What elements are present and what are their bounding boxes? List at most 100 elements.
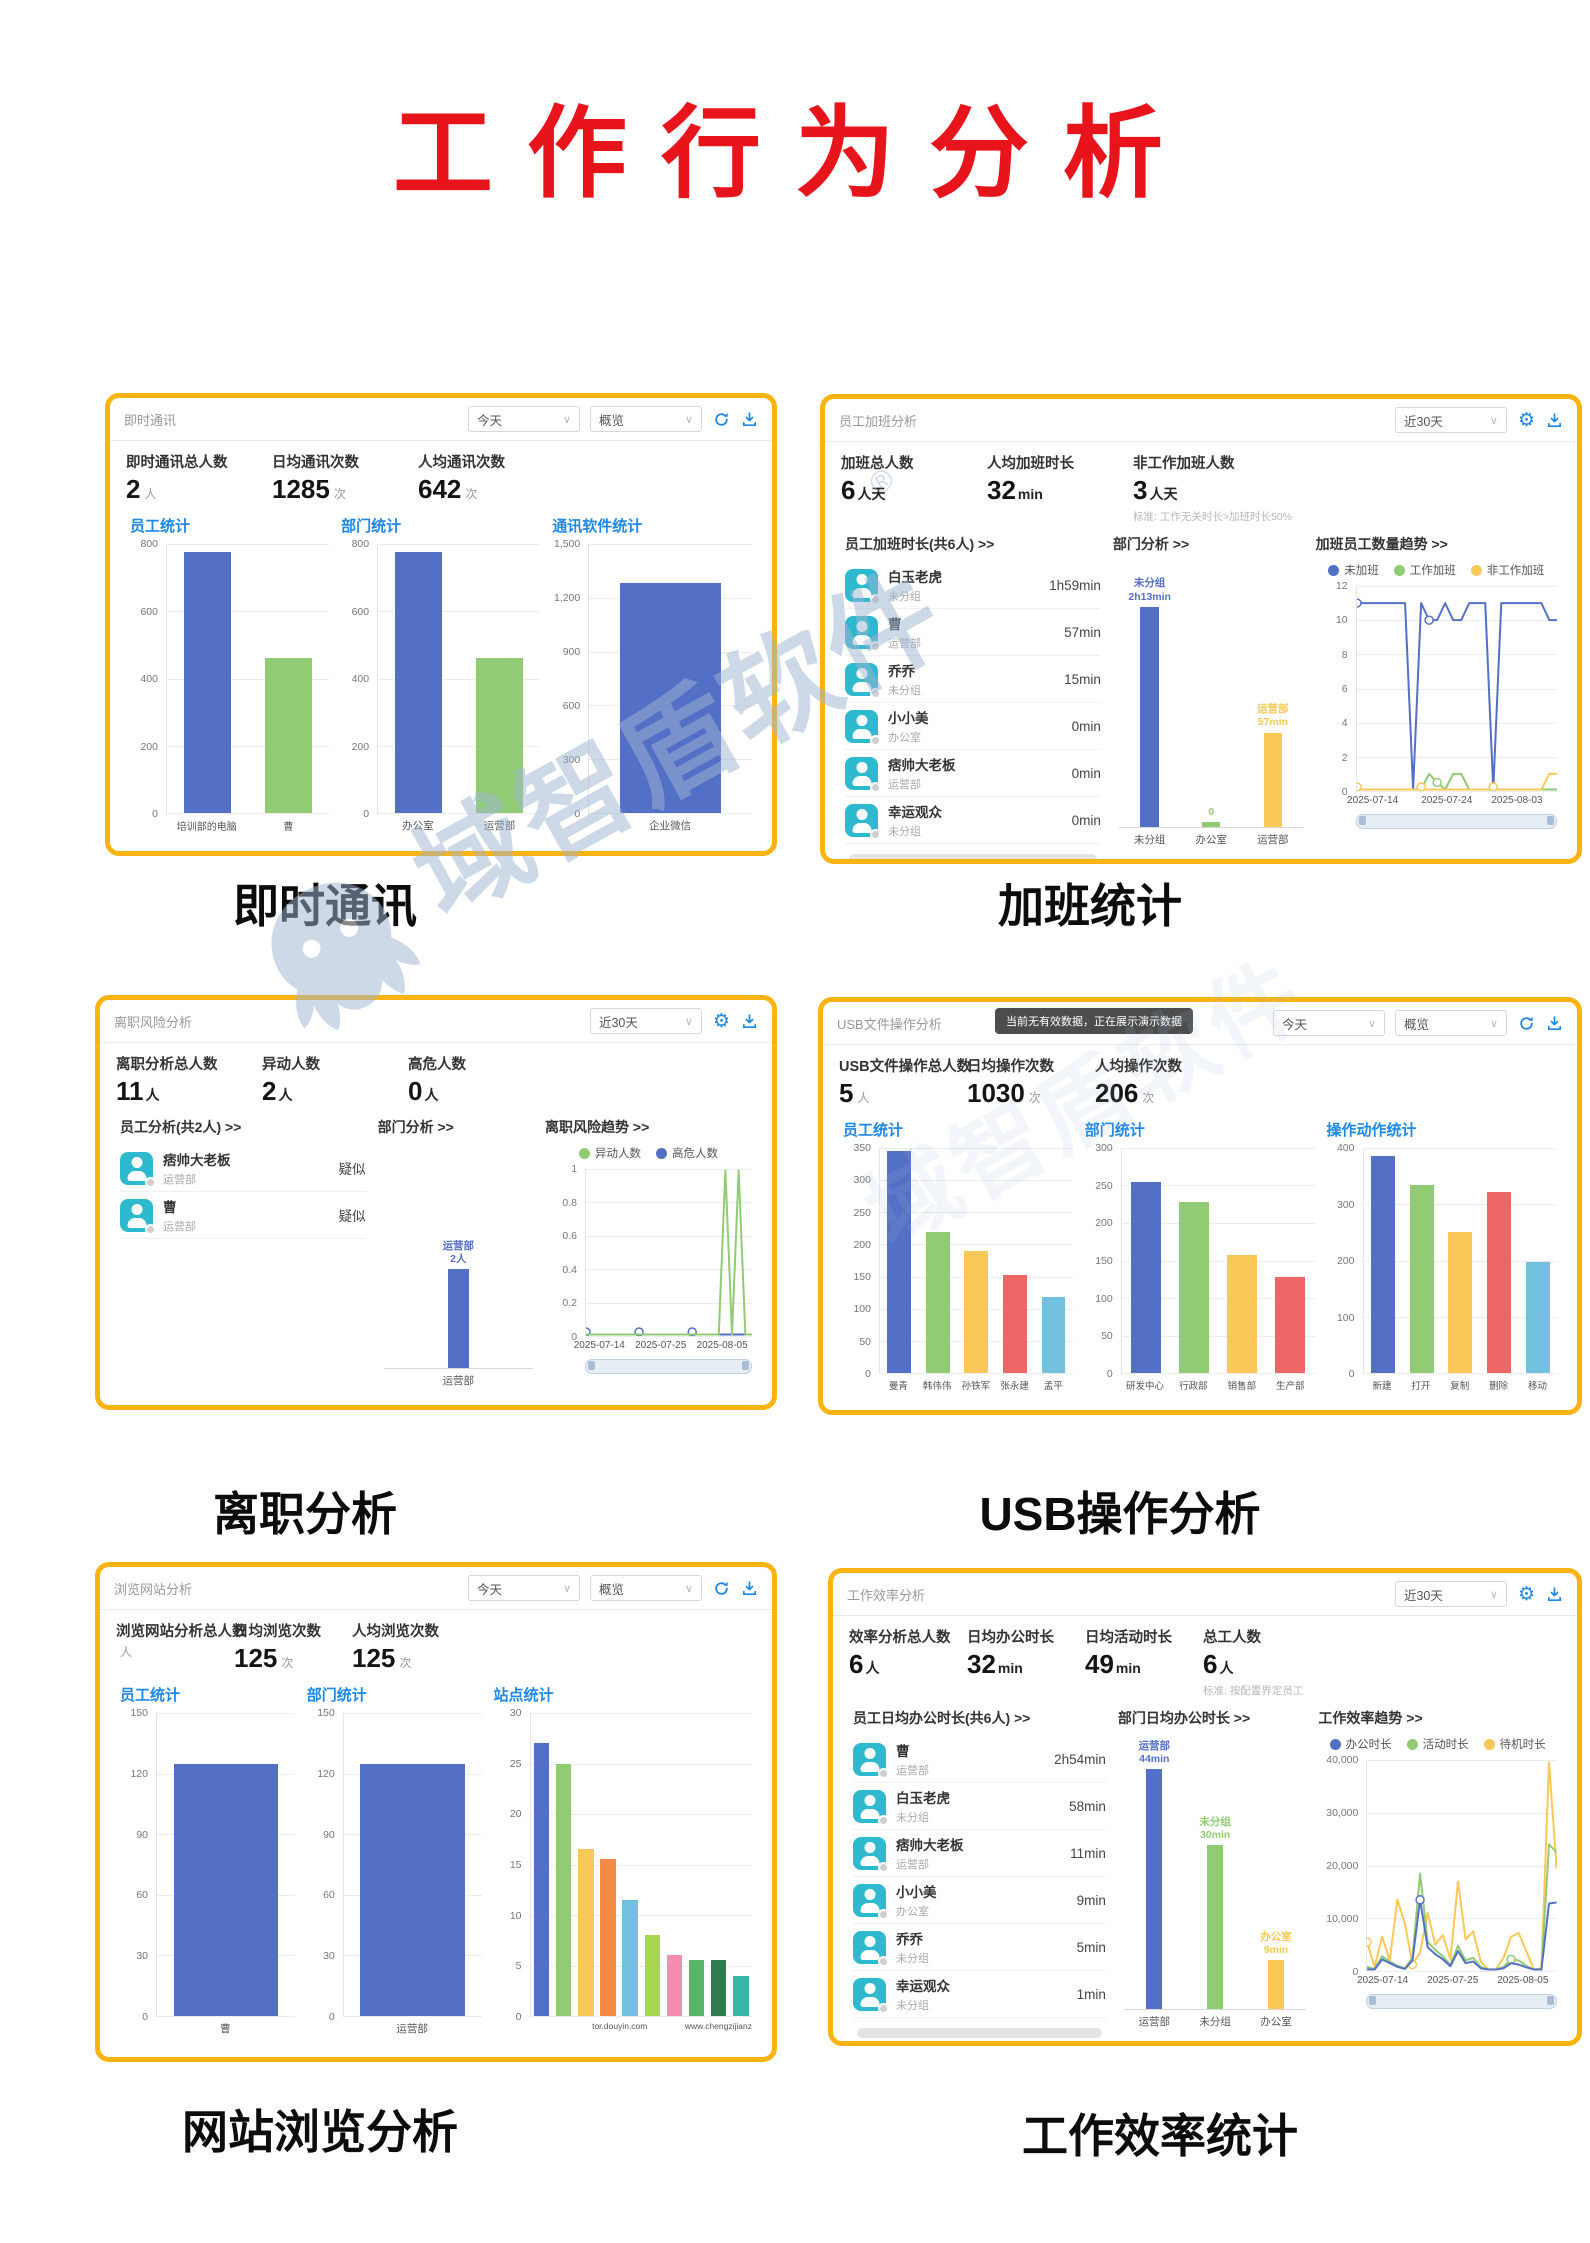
range-select[interactable]: 近30天 ∨ bbox=[1394, 407, 1507, 433]
bar-value-label: 运营部 57min bbox=[1257, 703, 1289, 729]
bar bbox=[265, 658, 313, 813]
section-link[interactable]: 加班员工数量趋势 >> bbox=[1315, 536, 1448, 552]
download-icon[interactable] bbox=[1546, 1015, 1563, 1032]
view-select[interactable]: 概览 ∨ bbox=[590, 406, 702, 432]
download-icon[interactable] bbox=[1546, 412, 1563, 429]
employee-value: 2h54min bbox=[1054, 1751, 1106, 1767]
stat: 人均操作次数 206 次 bbox=[1095, 1055, 1223, 1109]
bar bbox=[1130, 1181, 1161, 1373]
y-axis-label: 600 bbox=[351, 605, 370, 618]
legend-item[interactable]: 高危人数 bbox=[656, 1145, 718, 1161]
gear-icon[interactable]: ⚙ bbox=[1517, 408, 1535, 431]
section-title: 通讯软件统计 bbox=[552, 518, 643, 535]
legend-item[interactable]: 办公时长 bbox=[1329, 1736, 1392, 1752]
y-axis-label: 0 bbox=[515, 2011, 522, 2023]
y-axis-label: 300 bbox=[562, 754, 581, 766]
stat: 加班总人数 6 人天 bbox=[841, 452, 987, 524]
y-axis-label: 30 bbox=[323, 1950, 335, 1963]
stat-value: 206 bbox=[1095, 1078, 1139, 1108]
legend-item[interactable]: 待机时长 bbox=[1483, 1736, 1546, 1752]
employee-name: 痞帅大老板 bbox=[163, 1153, 231, 1168]
employee-value: 0min bbox=[1071, 812, 1101, 828]
employee-dept: 未分组 bbox=[888, 591, 921, 603]
range-select[interactable]: 近30天 ∨ bbox=[589, 1008, 702, 1034]
stat-unit: 人 bbox=[1219, 1660, 1234, 1676]
refresh-icon[interactable] bbox=[713, 411, 730, 428]
download-icon[interactable] bbox=[741, 1580, 758, 1597]
y-axis-label: 250 bbox=[1095, 1179, 1113, 1192]
list-scrollbar[interactable] bbox=[849, 854, 1097, 859]
stat-label: USB文件操作总人数 bbox=[839, 1059, 972, 1075]
y-axis-label: 10 bbox=[509, 1909, 522, 1922]
datazoom-handle[interactable] bbox=[1369, 1996, 1377, 2005]
section-link[interactable]: 员工加班时长(共6人) >> bbox=[845, 536, 995, 552]
stat-label: 效率分析总人数 bbox=[849, 1630, 951, 1646]
download-icon[interactable] bbox=[1546, 1586, 1563, 1603]
section-link[interactable]: 部门分析 >> bbox=[1112, 536, 1190, 552]
web-employee-chart: 150 120 90 60 30 0 曹 bbox=[120, 1707, 295, 2036]
chevron-down-icon: ∨ bbox=[562, 413, 571, 426]
view-select[interactable]: 概览 ∨ bbox=[590, 1575, 702, 1601]
bar bbox=[620, 582, 722, 813]
legend-item[interactable]: 工作加班 bbox=[1393, 562, 1456, 578]
section-link[interactable]: 离职风险趋势 >> bbox=[545, 1119, 650, 1135]
stat-label: 人均操作次数 bbox=[1095, 1059, 1182, 1075]
employee-dept: 运营部 bbox=[163, 1174, 196, 1186]
section-link[interactable]: 部门分析 >> bbox=[377, 1119, 454, 1135]
gear-icon[interactable]: ⚙ bbox=[1517, 1582, 1535, 1605]
y-axis-label: 2 bbox=[1341, 751, 1348, 764]
datazoom-handle[interactable] bbox=[1546, 816, 1554, 825]
y-axis-label: 0.6 bbox=[562, 1230, 578, 1243]
datazoom-handle[interactable] bbox=[1546, 1996, 1554, 2005]
refresh-icon[interactable] bbox=[1518, 1015, 1535, 1032]
user-avatar-icon bbox=[853, 1883, 889, 1920]
usb-action-chart: 400 300 200 100 0 新建 打开 复制 删除 移动 bbox=[1327, 1142, 1557, 1392]
stat-label: 日均活动时长 bbox=[1085, 1630, 1172, 1646]
bar bbox=[533, 1743, 550, 2016]
datazoom-handle[interactable] bbox=[741, 1361, 749, 1370]
gear-icon[interactable]: ⚙ bbox=[712, 1009, 730, 1032]
stat-label: 浏览网站分析总人数 bbox=[116, 1624, 247, 1640]
stat: 日均通讯次数 1285 次 bbox=[272, 451, 418, 505]
legend-item[interactable]: 异动人数 bbox=[579, 1145, 641, 1161]
section-link[interactable]: 工作效率趋势 >> bbox=[1318, 1710, 1423, 1726]
x-axis-label: 韩伟伟 bbox=[922, 1381, 952, 1392]
stat-value: 6 bbox=[849, 1649, 864, 1679]
datazoom-slider[interactable] bbox=[585, 1359, 752, 1374]
bar bbox=[1263, 732, 1283, 827]
datazoom-slider[interactable] bbox=[1355, 814, 1557, 829]
range-select[interactable]: 今天 ∨ bbox=[468, 406, 580, 432]
legend-item[interactable]: 活动时长 bbox=[1406, 1736, 1469, 1752]
legend-dot-icon bbox=[1483, 1738, 1495, 1750]
datazoom-handle[interactable] bbox=[1358, 816, 1366, 825]
download-icon[interactable] bbox=[741, 411, 758, 428]
employee-name: 小小美 bbox=[896, 1885, 937, 1900]
panel-title: 即时通讯 bbox=[124, 412, 177, 428]
select-value: 今天 bbox=[477, 1582, 503, 1597]
datazoom-handle[interactable] bbox=[588, 1361, 596, 1370]
employee-row: 乔乔 未分组 5min bbox=[853, 1924, 1106, 1971]
legend-item[interactable]: 未加班 bbox=[1328, 562, 1379, 578]
range-select[interactable]: 今天 ∨ bbox=[468, 1575, 580, 1601]
bar bbox=[1486, 1191, 1511, 1373]
section-link[interactable]: 员工日均办公时长(共6人) >> bbox=[853, 1710, 1031, 1726]
section-link[interactable]: 部门日均办公时长 >> bbox=[1117, 1710, 1251, 1726]
chevron-down-icon: ∨ bbox=[684, 413, 693, 426]
x-axis-label bbox=[567, 2021, 580, 2031]
section-link[interactable]: 员工分析(共2人) >> bbox=[120, 1119, 242, 1135]
datazoom-slider[interactable] bbox=[1366, 1994, 1557, 2009]
x-axis-label: 运营部 bbox=[1138, 2016, 1171, 2028]
employee-value: 0min bbox=[1071, 718, 1101, 734]
refresh-icon[interactable] bbox=[713, 1580, 730, 1597]
range-select[interactable]: 近30天 ∨ bbox=[1394, 1581, 1507, 1607]
view-select[interactable]: 概览 ∨ bbox=[1395, 1010, 1507, 1036]
download-icon[interactable] bbox=[741, 1013, 758, 1030]
bar bbox=[1275, 1277, 1306, 1373]
stat: 人均通讯次数 642 次 bbox=[418, 451, 564, 505]
range-select[interactable]: 今天 ∨ bbox=[1273, 1010, 1385, 1036]
bar-value-label: 运营部 2人 bbox=[442, 1239, 475, 1265]
stat-unit: 人 bbox=[278, 1087, 293, 1103]
panel-title: 离职风险分析 bbox=[114, 1014, 193, 1030]
list-scrollbar[interactable] bbox=[857, 2028, 1102, 2038]
legend-item[interactable]: 非工作加班 bbox=[1470, 562, 1544, 578]
